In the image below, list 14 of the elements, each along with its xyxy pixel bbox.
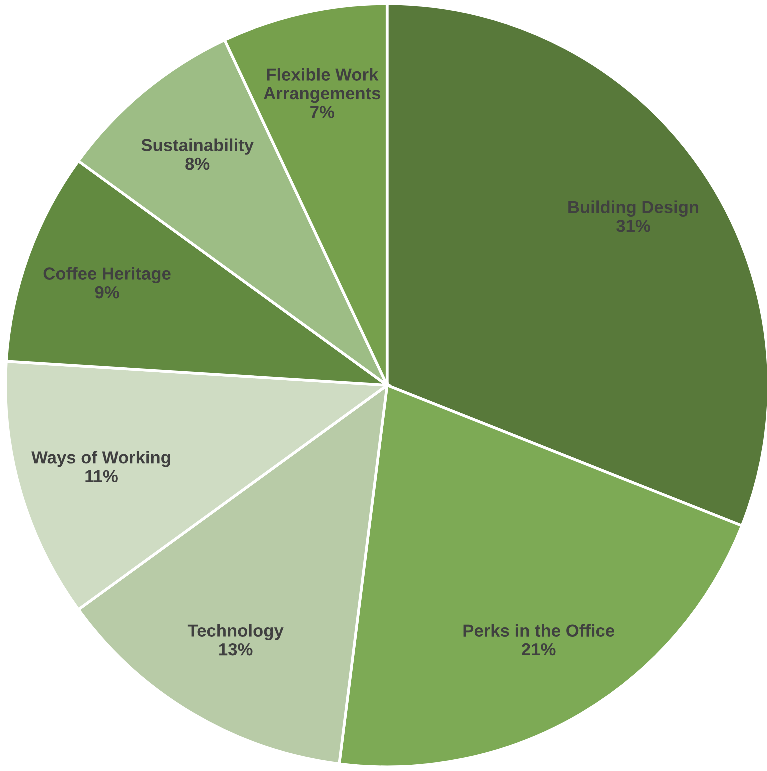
slice-label: Flexible Work Arrangements <box>264 68 381 104</box>
data-label: 7% <box>310 106 334 118</box>
slice-label: Coffee Heritage <box>44 267 171 284</box>
slice-label: Technology <box>188 624 284 640</box>
data-label: 8% <box>186 158 210 170</box>
slice-label: Perks in the Office <box>464 624 614 638</box>
data-label: 31% <box>616 220 650 232</box>
data-label: 11% <box>86 470 118 483</box>
data-label: 9% <box>95 286 120 299</box>
slice-label: Building Design <box>568 200 699 217</box>
slice-label: Sustainability <box>142 138 254 155</box>
slice-label: Ways of Working <box>32 451 170 468</box>
data-label: 13% <box>220 643 253 656</box>
data-label: 21% <box>522 643 556 656</box>
